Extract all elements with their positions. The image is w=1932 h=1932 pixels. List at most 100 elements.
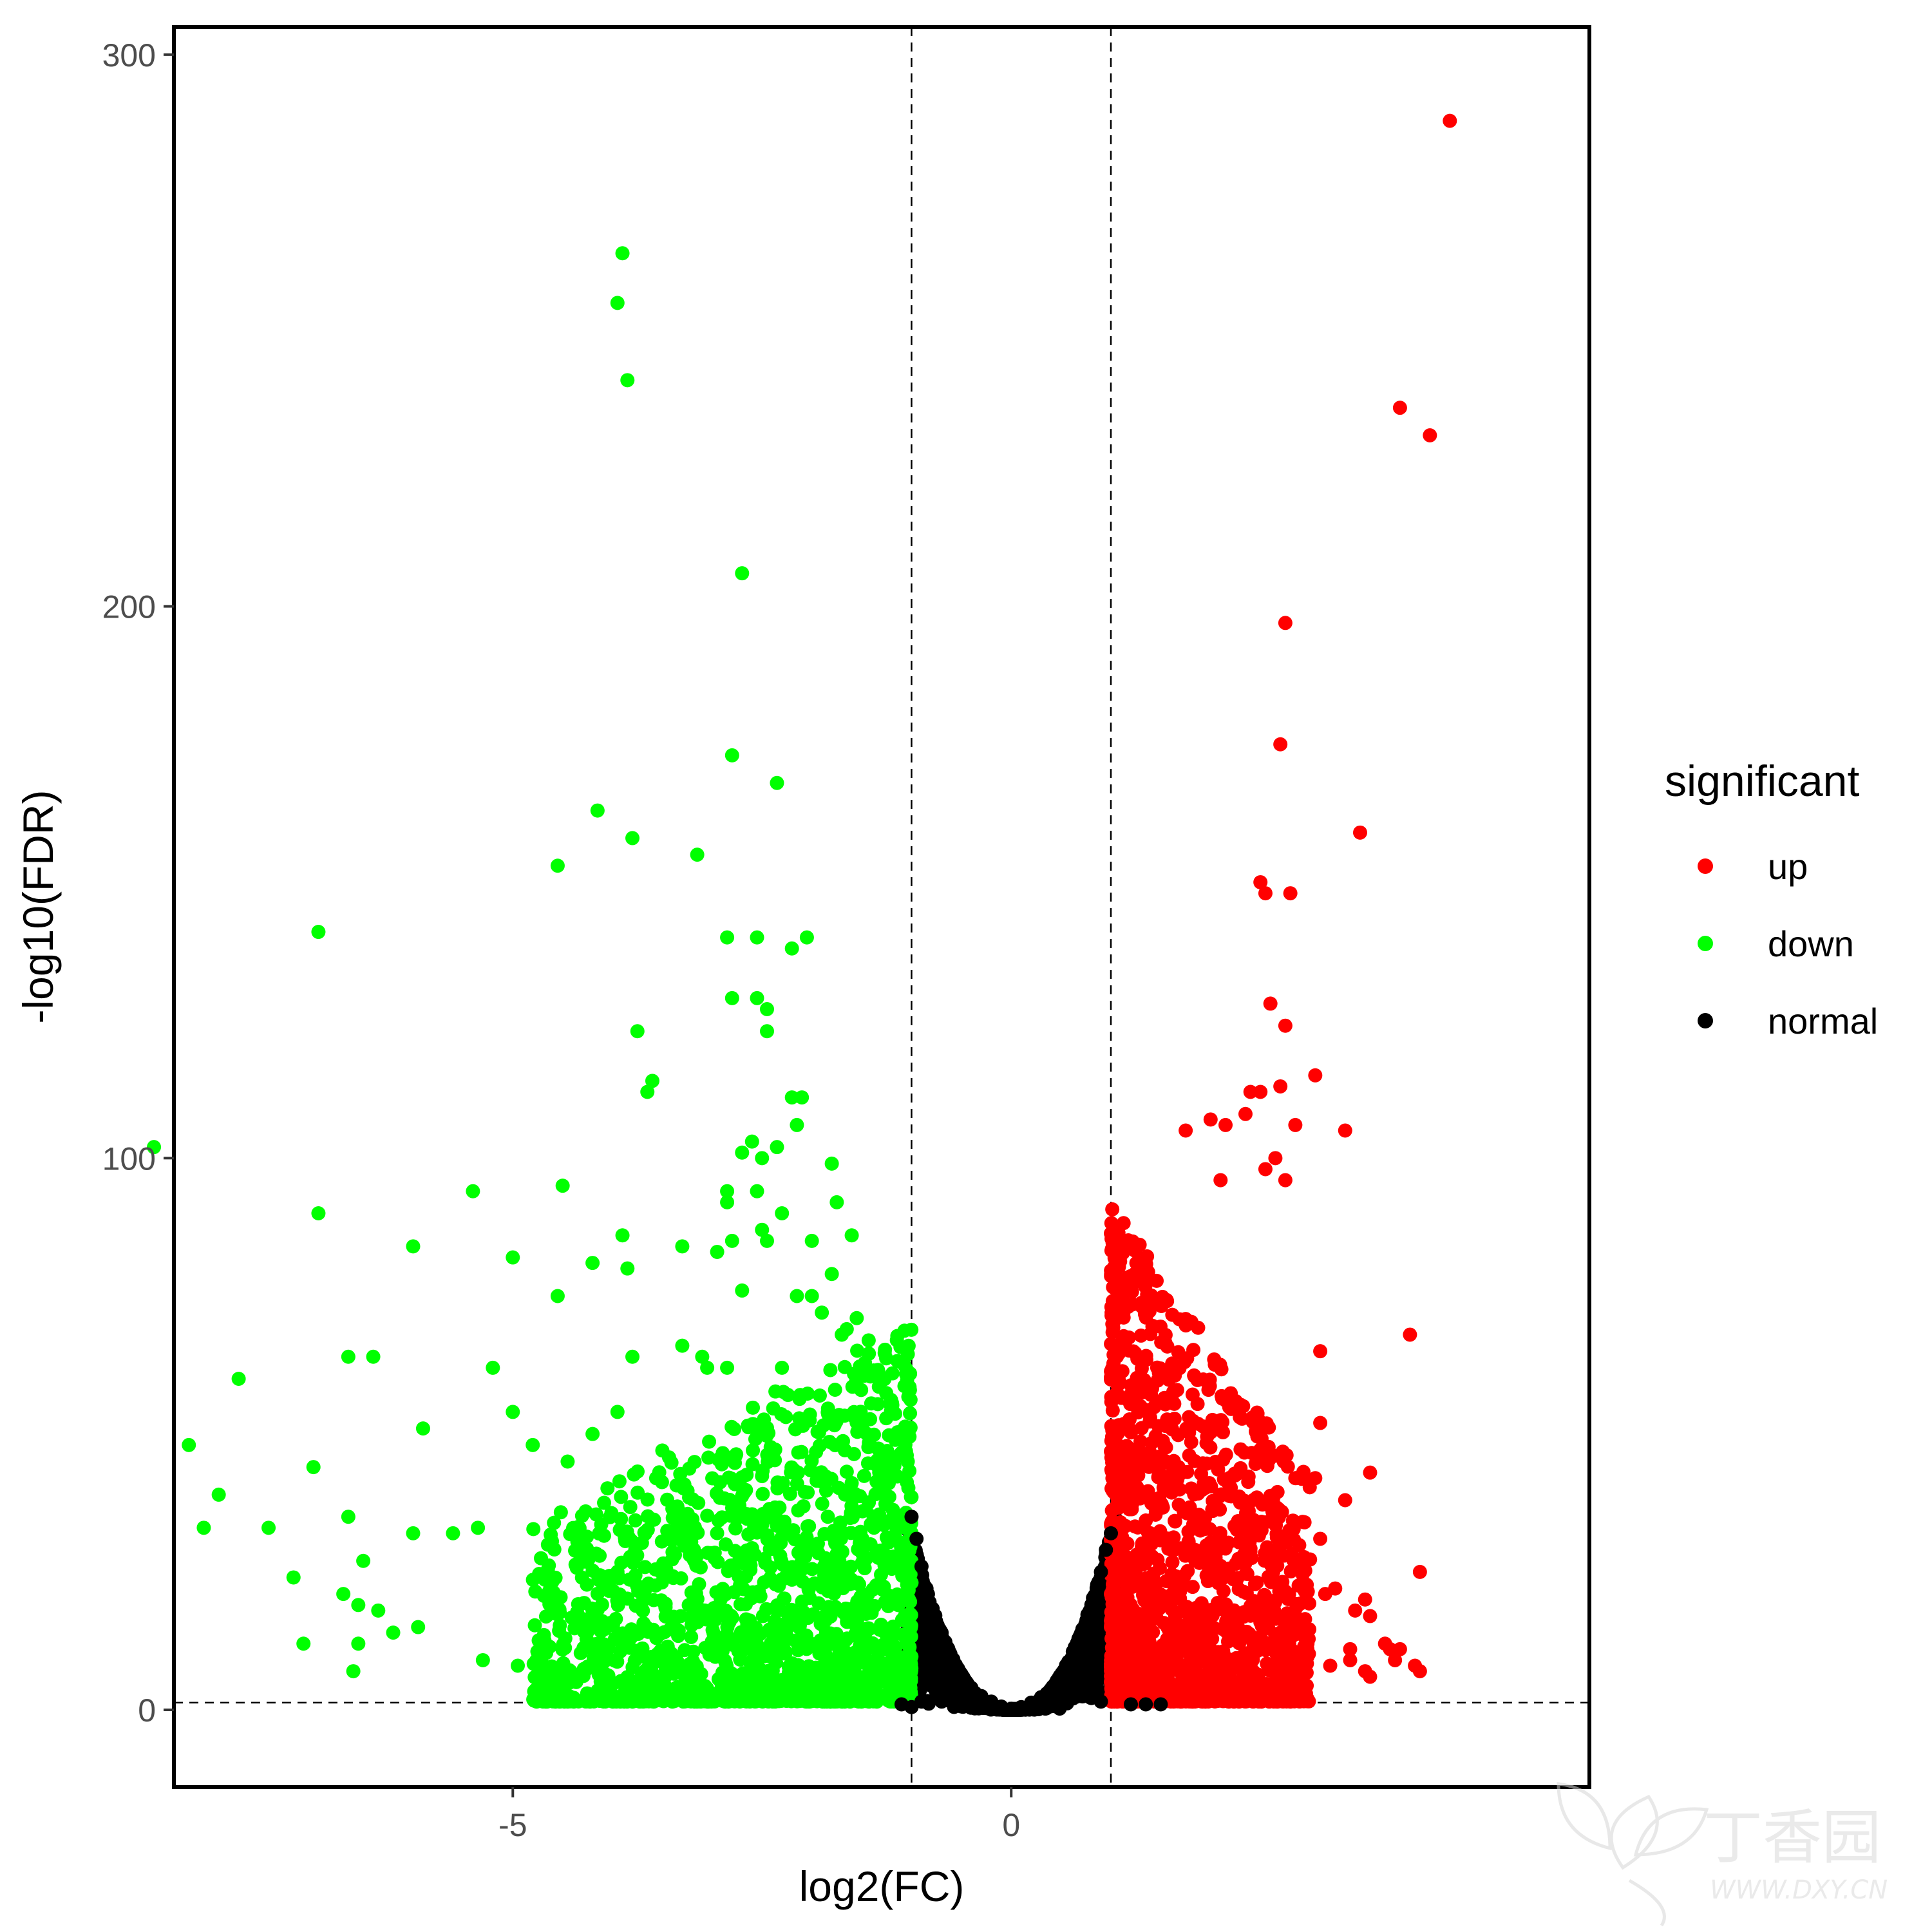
point-up (1165, 1555, 1180, 1569)
point-up (1112, 1500, 1126, 1515)
point-down (567, 1621, 582, 1636)
point-down (805, 1562, 820, 1577)
point-up (1298, 1563, 1312, 1578)
point-down (702, 1434, 717, 1449)
point-up (1227, 1609, 1242, 1624)
point-down (776, 1385, 791, 1399)
point-up (1104, 1450, 1119, 1465)
point-up (1232, 1535, 1247, 1549)
point-up (1139, 1675, 1153, 1690)
point-up (1119, 1584, 1134, 1598)
point-down (568, 1543, 583, 1558)
point-up (1139, 1571, 1154, 1586)
point-up (1215, 1425, 1230, 1439)
point-up (1110, 1472, 1125, 1487)
point-up (1199, 1545, 1214, 1560)
point-up (1153, 1668, 1168, 1683)
point-down (553, 1505, 568, 1520)
point-down (630, 1485, 645, 1500)
point-up (1228, 1557, 1243, 1571)
point-up (1168, 1652, 1182, 1667)
point-up (1207, 1621, 1222, 1636)
point-down (746, 1443, 761, 1458)
point-up (1224, 1677, 1238, 1692)
point-up (1265, 1492, 1280, 1506)
point-normal (954, 1699, 969, 1714)
point-normal (945, 1689, 960, 1704)
point-up (1205, 1631, 1220, 1646)
point-up (1293, 1596, 1308, 1611)
point-up (1150, 1273, 1164, 1288)
point-up (1236, 1686, 1251, 1701)
point-up (1189, 1600, 1204, 1615)
dense-point-clouds (526, 1202, 1318, 1718)
point-up (1218, 1597, 1233, 1612)
point-up (1172, 1312, 1187, 1327)
point-up (1237, 1445, 1252, 1460)
point-up (1202, 1603, 1217, 1618)
point-down (901, 1389, 916, 1404)
point-up (1164, 1392, 1179, 1406)
point-down (614, 1490, 629, 1504)
point-up (1274, 1664, 1289, 1679)
point-up (1146, 1625, 1160, 1640)
point-up (1266, 1694, 1281, 1709)
point-up (1144, 1388, 1159, 1403)
point-up (1185, 1580, 1200, 1595)
threshold-lines (174, 27, 1589, 1787)
point-up (1137, 1350, 1151, 1365)
point-up (1238, 1651, 1253, 1666)
point-down (745, 1457, 760, 1472)
point-down (600, 1481, 615, 1496)
point-up (1135, 1401, 1150, 1416)
point-up (1126, 1602, 1141, 1617)
point-up (1266, 1564, 1281, 1579)
point-up (1211, 1576, 1226, 1591)
point-up (1229, 1522, 1244, 1537)
point-up (1271, 1646, 1285, 1661)
point-up (1197, 1522, 1212, 1537)
point-up (1235, 1411, 1249, 1426)
point-up (1211, 1645, 1226, 1660)
point-up (1248, 1457, 1263, 1472)
point-up (1184, 1481, 1198, 1496)
point-down (528, 1584, 543, 1599)
point-down (755, 1609, 770, 1624)
point-up (1113, 1285, 1128, 1300)
point-up (1134, 1421, 1149, 1435)
point-down (710, 1526, 724, 1540)
point-up (1104, 1614, 1119, 1629)
point-up (1275, 1449, 1290, 1464)
point-up (1185, 1387, 1200, 1402)
point-up (1181, 1524, 1196, 1539)
point-up (1303, 1552, 1318, 1567)
point-up (1115, 1245, 1130, 1260)
point-up (1136, 1455, 1151, 1470)
point-up (1158, 1531, 1173, 1546)
point-up (1240, 1522, 1255, 1537)
point-up (1208, 1358, 1222, 1372)
point-up (1104, 1242, 1119, 1256)
point-up (1286, 1649, 1301, 1663)
point-up (1285, 1546, 1300, 1561)
point-up (1104, 1226, 1119, 1241)
point-up (1129, 1256, 1144, 1271)
point-up (1105, 1202, 1120, 1217)
point-up (1213, 1502, 1227, 1517)
point-up (1218, 1541, 1233, 1556)
point-up (1154, 1335, 1169, 1350)
point-up (1300, 1635, 1314, 1650)
point-up (1114, 1631, 1129, 1646)
point-up (1251, 1528, 1266, 1543)
point-up (1104, 1216, 1119, 1231)
point-up (1168, 1640, 1183, 1654)
point-up (1194, 1466, 1209, 1481)
point-up (1297, 1515, 1312, 1530)
point-up (1300, 1691, 1314, 1706)
point-up (1243, 1541, 1258, 1556)
point-up (1177, 1504, 1191, 1519)
point-up (1106, 1367, 1121, 1382)
point-down (628, 1513, 643, 1528)
point-up (1283, 1613, 1298, 1627)
point-up (1141, 1647, 1155, 1662)
